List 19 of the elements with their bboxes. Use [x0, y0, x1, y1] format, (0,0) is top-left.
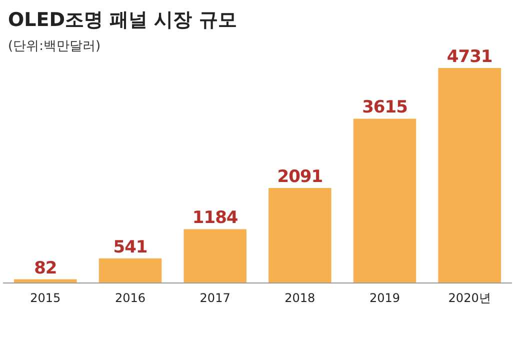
bar — [98, 258, 162, 283]
data-label: 82 — [34, 258, 57, 278]
chart-subtitle: (단위:백만달러) — [8, 39, 101, 54]
data-label: 541 — [113, 237, 148, 258]
bar — [268, 188, 332, 283]
x-tick-label: 2020년 — [448, 291, 491, 305]
data-label: 3615 — [362, 98, 408, 118]
x-tick-label: 2015 — [30, 291, 61, 305]
bar — [438, 68, 501, 283]
bar — [353, 118, 416, 283]
chart-title: OLED조명 패널 시장 규모 — [8, 9, 237, 31]
x-tick-label: 2019 — [369, 291, 400, 305]
data-label: 2091 — [277, 166, 323, 187]
x-tick-label: 2018 — [284, 291, 316, 305]
data-label: 4731 — [446, 47, 492, 67]
x-tick-label: 2017 — [200, 291, 230, 305]
bar — [184, 229, 246, 283]
data-label: 1184 — [192, 208, 238, 228]
x-tick-label: 2016 — [114, 291, 146, 305]
